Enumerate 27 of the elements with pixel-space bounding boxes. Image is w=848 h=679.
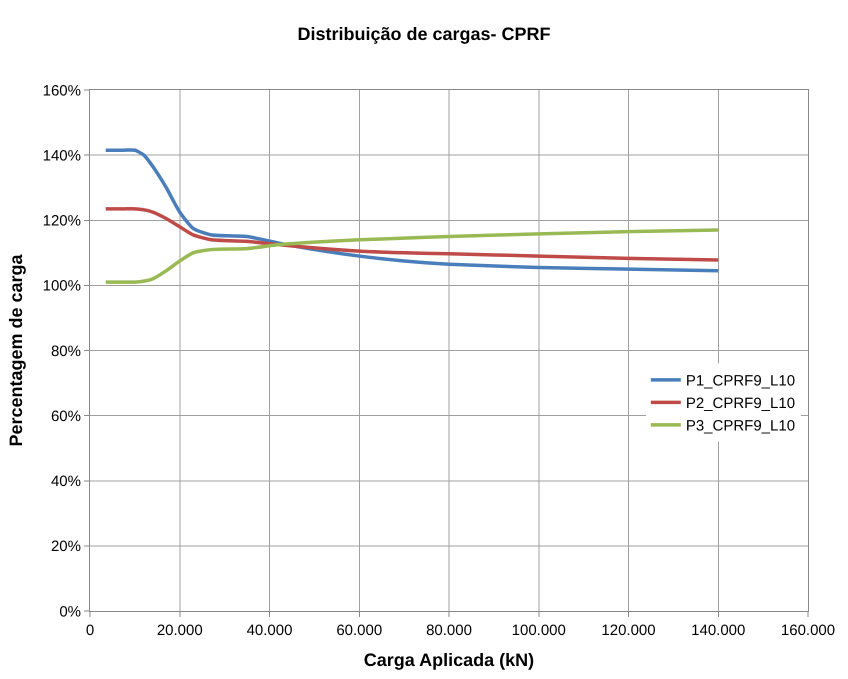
x-tick-label: 120.000 [601, 622, 656, 639]
y-axis-title: Percentagem de carga [6, 253, 26, 447]
x-tick-label: 100.000 [512, 622, 566, 639]
y-tick-label: 0% [59, 603, 81, 620]
y-tick-label: 80% [50, 342, 81, 360]
legend-label: P2_CPRF9_L10 [686, 395, 796, 412]
x-tick-label: 160.000 [780, 622, 836, 639]
x-tick-label: 60.000 [336, 622, 382, 639]
y-tick-label: 160% [42, 82, 81, 100]
x-tick-label: 140.000 [691, 622, 746, 639]
x-tick-label: 40.000 [246, 622, 292, 639]
x-tick-label: 80.000 [426, 622, 472, 639]
line-series [104, 228, 720, 284]
legend-label: P1_CPRF9_L10 [686, 372, 796, 390]
y-tick-label: 20% [50, 538, 81, 556]
line-series [104, 148, 720, 272]
y-tick-label: 100% [42, 278, 81, 295]
y-tick-label: 40% [50, 473, 81, 490]
line-series [104, 207, 720, 262]
x-axis-title: Carga Aplicada (kN) [364, 650, 534, 670]
chart-title: Distribuição de cargas- CPRF [297, 24, 551, 44]
legend-label: P3_CPRF9_L10 [686, 418, 796, 435]
y-tick-label: 140% [42, 147, 81, 164]
y-tick-label: 60% [50, 408, 81, 425]
y-tick-label: 120% [42, 212, 81, 230]
x-tick-label: 0 [86, 622, 94, 639]
x-tick-label: 20.000 [156, 622, 203, 639]
